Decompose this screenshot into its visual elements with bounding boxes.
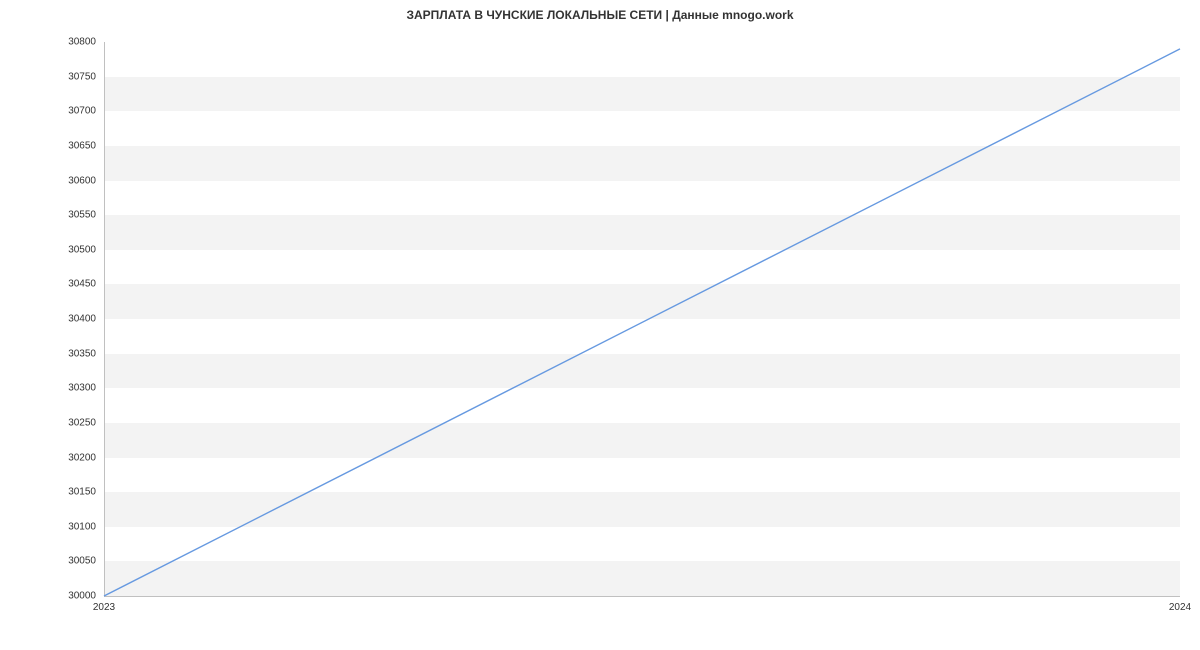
y-tick-label: 30750 (68, 71, 96, 82)
y-tick-label: 30700 (68, 106, 96, 117)
y-tick-label: 30450 (68, 279, 96, 290)
chart-title: ЗАРПЛАТА В ЧУНСКИЕ ЛОКАЛЬНЫЕ СЕТИ | Данн… (0, 8, 1200, 22)
y-tick-label: 30150 (68, 487, 96, 498)
y-tick-label: 30650 (68, 140, 96, 151)
y-tick-label: 30100 (68, 521, 96, 532)
y-tick-label: 30300 (68, 383, 96, 394)
y-tick-label: 30800 (68, 37, 96, 48)
y-tick-label: 30200 (68, 452, 96, 463)
y-tick-label: 30550 (68, 210, 96, 221)
x-tick-label: 2024 (1169, 602, 1191, 613)
y-tick-label: 30350 (68, 348, 96, 359)
salary-line-chart: ЗАРПЛАТА В ЧУНСКИЕ ЛОКАЛЬНЫЕ СЕТИ | Данн… (0, 0, 1200, 650)
x-axis-line (104, 596, 1180, 597)
series-line-salary (104, 49, 1180, 596)
y-tick-label: 30600 (68, 175, 96, 186)
y-tick-label: 30050 (68, 556, 96, 567)
y-tick-label: 30250 (68, 417, 96, 428)
y-tick-label: 30400 (68, 314, 96, 325)
y-tick-label: 30500 (68, 244, 96, 255)
plot-area: 3000030050301003015030200302503030030350… (104, 42, 1180, 596)
line-layer (104, 42, 1180, 596)
x-tick-label: 2023 (93, 602, 115, 613)
y-tick-label: 30000 (68, 591, 96, 602)
